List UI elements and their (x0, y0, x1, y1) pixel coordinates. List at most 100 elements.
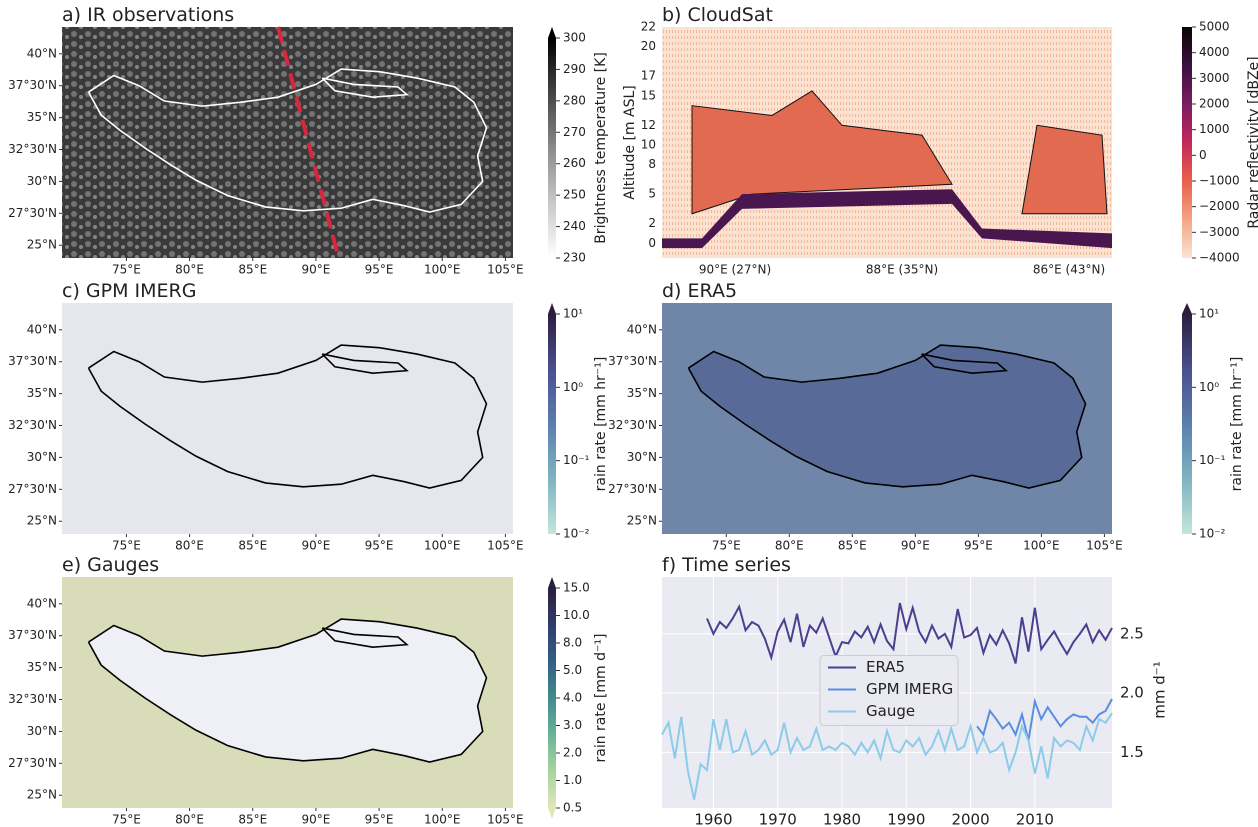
y-tick-label: 27°30'N (8, 482, 57, 496)
colorbar-tick-label: 10⁰ (1199, 380, 1219, 394)
colorbar-extend (548, 27, 556, 38)
colorbar-tick-label: 290 (563, 62, 586, 76)
x-tick-label: 75°E (112, 263, 141, 277)
colorbar-extend (548, 808, 556, 819)
x-tick-label: 85°E (238, 813, 267, 827)
panel-title: f) Time series (662, 554, 791, 576)
x-tick-label: 105°E (487, 263, 524, 277)
coastline (321, 353, 409, 374)
colorbar-tick-label: 3000 (1199, 71, 1230, 85)
x-tick-label: 1980 (823, 811, 861, 827)
colorbar-tick-label: 8.0 (563, 636, 582, 650)
y-tick-label: 32°30'N (608, 418, 657, 432)
y-tick-label: 35°N (27, 386, 57, 400)
colorbar-tick-label: 280 (563, 93, 586, 107)
y-tick-label: 0 (648, 236, 656, 250)
y-tick-label: 20 (641, 39, 656, 53)
coastline (921, 353, 1009, 374)
y-tick-label: 37°30'N (8, 354, 57, 368)
y-tick-label: 2.0 (1120, 684, 1144, 702)
colorbar (1182, 27, 1192, 258)
x-tick-label: 86°E (43°N) (1033, 263, 1105, 277)
x-tick-label: 90°E (301, 263, 330, 277)
colorbar-label: Brightness temperature [K] (593, 52, 609, 244)
x-tick-label: 80°E (175, 813, 204, 827)
y-tick-label: 32°30'N (8, 692, 57, 706)
y-tick-label: 30°N (27, 724, 57, 738)
colorbar-tick-label: −1000 (1199, 174, 1240, 188)
satellite-track (276, 26, 341, 259)
colorbar-tick-label: 0.5 (563, 801, 582, 815)
y-tick-label: 5 (648, 187, 656, 201)
colorbar-tick-label: 260 (563, 156, 586, 170)
colorbar-tick-label: 10⁰ (563, 380, 583, 394)
colorbar-tick-label: 2.0 (563, 746, 582, 760)
y-tick-label: 37°30'N (608, 354, 657, 368)
colorbar (548, 588, 556, 808)
colorbar-tick-label: −2000 (1199, 199, 1240, 213)
y-tick-label: 30°N (27, 174, 57, 188)
y-tick-label: 8 (648, 157, 656, 171)
x-tick-label: 95°E (365, 263, 394, 277)
y-tick-label: 12 (641, 118, 656, 132)
colorbar-tick-label: 10⁻² (563, 527, 590, 541)
y-tick-label: 25°N (27, 238, 57, 252)
colorbar-label: rain rate [mm d⁻¹] (593, 634, 609, 763)
y-tick-label: 10 (641, 137, 656, 151)
y-tick-label: 25°N (27, 788, 57, 802)
colorbar-extend (1182, 303, 1192, 314)
legend-label: ERA5 (866, 658, 905, 676)
colorbar-tick-label: 0 (1199, 148, 1207, 162)
x-tick-label: 1960 (694, 811, 732, 827)
colorbar-label: rain rate [mm hr⁻¹] (1229, 357, 1245, 492)
y-axis-label: mm d⁻¹ (1151, 661, 1169, 718)
x-tick-label: 95°E (365, 539, 394, 553)
x-tick-label: 75°E (112, 539, 141, 553)
colorbar-tick-label: 1000 (1199, 122, 1230, 136)
colorbar-label: Radar reflectivity [dBZe] (1246, 56, 1258, 228)
x-tick-label: 85°E (238, 539, 267, 553)
x-tick-label: 95°E (964, 539, 993, 553)
map-background (62, 303, 513, 534)
y-tick-label: 35°N (27, 110, 57, 124)
colorbar-extend (548, 303, 556, 314)
coastline (87, 344, 488, 489)
x-tick-label: 2000 (951, 811, 989, 827)
panel-title: a) IR observations (62, 4, 234, 26)
x-tick-label: 90°E (27°N) (699, 263, 771, 277)
y-tick-label: 2.5 (1120, 624, 1144, 642)
colorbar-tick-label: 3.0 (563, 718, 582, 732)
colorbar-tick-label: 250 (563, 188, 586, 202)
x-tick-label: 80°E (175, 263, 204, 277)
x-tick-label: 85°E (838, 539, 867, 553)
coastline (321, 77, 409, 98)
series-line (976, 697, 1113, 741)
colorbar-tick-label: 4.0 (563, 691, 582, 705)
colorbar-tick-label: 5000 (1199, 20, 1230, 34)
series-line (661, 712, 1113, 800)
colorbar-tick-label: −4000 (1199, 251, 1240, 265)
cloud-echo (1021, 124, 1108, 215)
colorbar-label: rain rate [mm hr⁻¹] (593, 357, 609, 492)
coastline (87, 618, 488, 763)
colorbar (548, 314, 556, 534)
colorbar-tick-label: 230 (563, 251, 586, 265)
legend (819, 655, 959, 726)
coastline (687, 344, 1087, 489)
x-tick-label: 100°E (424, 539, 461, 553)
series-line (706, 602, 1113, 664)
colorbar-tick-label: 240 (563, 219, 586, 233)
y-tick-label: 2 (648, 216, 656, 230)
colorbar-tick-label: 10⁻¹ (1199, 453, 1226, 467)
legend-label: GPM IMERG (866, 680, 953, 698)
panel-title: d) ERA5 (662, 280, 737, 302)
colorbar (1182, 314, 1192, 534)
y-axis-label: Altitude [m ASL] (622, 85, 638, 199)
y-tick-label: 27°30'N (8, 206, 57, 220)
colorbar-tick-label: 300 (563, 31, 586, 45)
colorbar-extend (548, 577, 556, 588)
y-tick-label: 40°N (27, 322, 57, 336)
x-tick-label: 90°E (301, 539, 330, 553)
y-tick-label: 37°30'N (8, 78, 57, 92)
